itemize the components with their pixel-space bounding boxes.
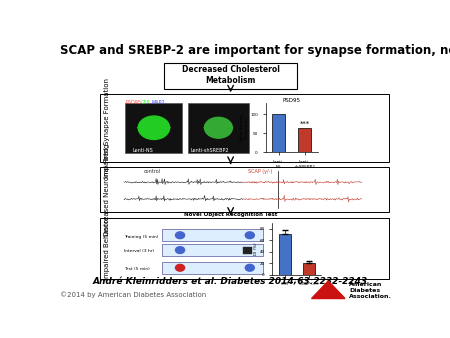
Circle shape bbox=[138, 116, 170, 140]
Bar bbox=[272, 115, 285, 152]
Text: Novel Object Recognition Test: Novel Object Recognition Test bbox=[184, 212, 277, 217]
Text: Lenti-NS: Lenti-NS bbox=[133, 148, 154, 153]
FancyBboxPatch shape bbox=[100, 94, 389, 162]
Circle shape bbox=[176, 264, 184, 271]
Title: PSD95: PSD95 bbox=[283, 98, 301, 103]
Text: Association.: Association. bbox=[349, 294, 392, 299]
Text: Decreased Cholesterol
Metabolism: Decreased Cholesterol Metabolism bbox=[182, 66, 279, 85]
Bar bbox=[298, 128, 311, 152]
Polygon shape bbox=[311, 281, 345, 298]
Text: Impaired Synapse Formation: Impaired Synapse Formation bbox=[104, 78, 110, 178]
Text: Impaired Behavior: Impaired Behavior bbox=[104, 216, 110, 280]
Bar bbox=[303, 263, 315, 275]
Text: Decreased Neuronal Firing: Decreased Neuronal Firing bbox=[104, 143, 110, 236]
Text: ***: *** bbox=[300, 121, 310, 127]
FancyBboxPatch shape bbox=[162, 244, 263, 256]
Circle shape bbox=[245, 264, 254, 271]
FancyBboxPatch shape bbox=[243, 247, 252, 254]
FancyBboxPatch shape bbox=[100, 167, 389, 212]
Text: Test (5 min): Test (5 min) bbox=[124, 267, 150, 271]
Text: control: control bbox=[144, 169, 161, 174]
FancyBboxPatch shape bbox=[162, 262, 263, 274]
Bar bbox=[279, 234, 291, 275]
Text: Training (5 min): Training (5 min) bbox=[124, 235, 159, 239]
Text: Interval (3 hr): Interval (3 hr) bbox=[124, 249, 154, 254]
Circle shape bbox=[176, 232, 184, 239]
Text: MAP2: MAP2 bbox=[151, 100, 165, 105]
FancyBboxPatch shape bbox=[125, 102, 183, 153]
Text: Lenti-shSREBP2: Lenti-shSREBP2 bbox=[190, 148, 229, 153]
Text: GFP: GFP bbox=[141, 100, 150, 105]
FancyBboxPatch shape bbox=[100, 218, 389, 279]
Circle shape bbox=[204, 117, 232, 138]
Text: Diabetes: Diabetes bbox=[349, 288, 380, 293]
Y-axis label: DI (%): DI (%) bbox=[254, 242, 258, 255]
FancyBboxPatch shape bbox=[164, 63, 297, 89]
Text: PSD95: PSD95 bbox=[126, 100, 142, 105]
Text: SCAP and SREBP-2 are important for synapse formation, nerve firing, and memory t: SCAP and SREBP-2 are important for synap… bbox=[60, 45, 450, 57]
Text: André Kleinridders et al. Diabetes 2014;63:2232-2243: André Kleinridders et al. Diabetes 2014;… bbox=[93, 277, 368, 286]
Text: ©2014 by American Diabetes Association: ©2014 by American Diabetes Association bbox=[60, 292, 206, 298]
Text: American: American bbox=[349, 282, 382, 287]
Y-axis label: Spine density
(%Control): Spine density (%Control) bbox=[240, 114, 249, 142]
Text: SCAP (y/-): SCAP (y/-) bbox=[248, 169, 272, 174]
Circle shape bbox=[245, 232, 254, 239]
Circle shape bbox=[176, 247, 184, 254]
FancyBboxPatch shape bbox=[162, 229, 263, 241]
FancyBboxPatch shape bbox=[188, 102, 249, 153]
